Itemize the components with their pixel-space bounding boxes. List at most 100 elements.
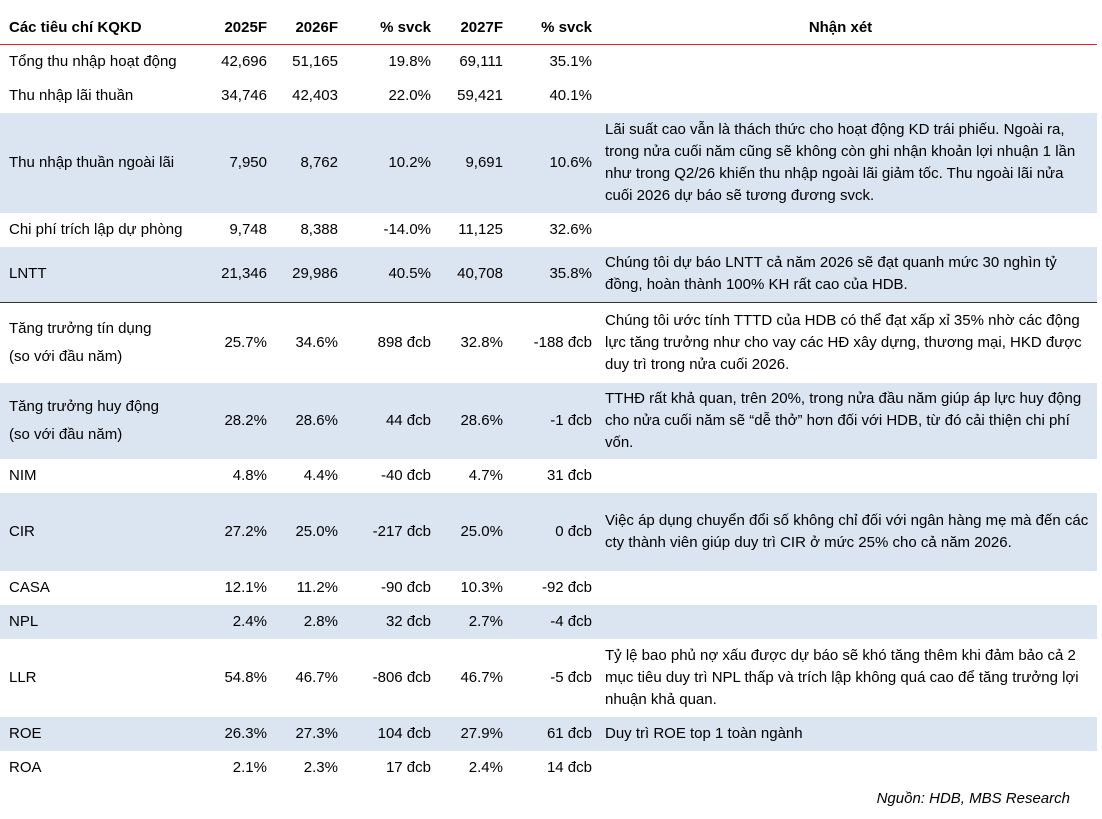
value-2026f: 25.0% xyxy=(267,492,338,571)
value-2025f: 26.3% xyxy=(205,716,267,751)
table-row: NIM 4.8% 4.4% -40 đcb 4.7% 31 đcb xyxy=(0,459,1097,493)
yoy-2026: 32 đcb xyxy=(338,604,431,639)
yoy-2026: 40.5% xyxy=(338,246,431,303)
table-row: CASA 12.1% 11.2% -90 đcb 10.3% -92 đcb xyxy=(0,571,1097,605)
yoy-2026: -40 đcb xyxy=(380,466,431,484)
table-row: ROA 2.1% 2.3% 17 đcb 2.4% 14 đcb xyxy=(0,751,1097,785)
value-2025f: 25.7% xyxy=(224,333,267,351)
value-2025f: 9,748 xyxy=(229,220,267,238)
value-2026f: 2.3% xyxy=(303,758,338,776)
header-yoy-2026: % svck xyxy=(338,10,431,45)
yoy-2026: -90 đcb xyxy=(380,578,431,596)
table-row: Chi phí trích lập dự phòng 9,748 8,388 -… xyxy=(0,213,1097,247)
row-label: Thu nhập lãi thuần xyxy=(9,86,134,104)
table-row: Tăng trưởng huy động (so với đầu năm) 28… xyxy=(0,382,1097,459)
value-2026f: 27.3% xyxy=(267,716,338,751)
comment xyxy=(592,213,1097,247)
value-2025f: 54.8% xyxy=(224,668,267,686)
row-label-line1: Tăng trưởng huy động xyxy=(9,397,159,415)
value-2027f: 9,691 xyxy=(431,112,503,213)
value-2027f: 10.3% xyxy=(460,578,503,596)
value-2025f: 21,346 xyxy=(205,246,267,303)
table-row: Thu nhập thuần ngoài lãi 7,950 8,762 10.… xyxy=(0,112,1097,213)
table-row: Thu nhập lãi thuần 34,746 42,403 22.0% 5… xyxy=(0,79,1097,113)
table-row: LLR 54.8% 46.7% -806 đcb 46.7% -5 đcb Tỷ… xyxy=(0,639,1097,717)
value-2025f: 42,696 xyxy=(221,52,267,70)
header-2027f: 2027F xyxy=(431,10,503,45)
value-2026f: 28.6% xyxy=(267,382,338,459)
comment xyxy=(592,604,1097,639)
value-2025f: 2.4% xyxy=(205,604,267,639)
table-row: ROE 26.3% 27.3% 104 đcb 27.9% 61 đcb Duy… xyxy=(0,716,1097,751)
value-2027f: 46.7% xyxy=(460,668,503,686)
value-2025f: 12.1% xyxy=(224,578,267,596)
row-label: Chi phí trích lập dự phòng xyxy=(9,220,183,238)
value-2026f: 46.7% xyxy=(295,668,338,686)
value-2025f: 27.2% xyxy=(205,492,267,571)
value-2026f: 8,762 xyxy=(267,112,338,213)
yoy-2026: -806 đcb xyxy=(372,668,431,686)
table-row: Tổng thu nhập hoạt động 42,696 51,165 19… xyxy=(0,45,1097,79)
yoy-2026: 19.8% xyxy=(388,52,431,70)
row-label: LLR xyxy=(9,668,37,686)
row-label: NPL xyxy=(0,604,205,639)
comment xyxy=(592,79,1097,113)
value-2027f: 25.0% xyxy=(431,492,503,571)
yoy-2027: -92 đcb xyxy=(541,578,592,596)
yoy-2027: -5 đcb xyxy=(550,668,592,686)
yoy-2026: 898 đcb xyxy=(377,333,431,351)
value-2026f: 29,986 xyxy=(267,246,338,303)
yoy-2027: 14 đcb xyxy=(546,758,592,776)
yoy-2026: 17 đcb xyxy=(385,758,431,776)
value-2027f: 59,421 xyxy=(457,86,503,104)
header-2026f: 2026F xyxy=(267,10,338,45)
header-criteria: Các tiêu chí KQKD xyxy=(0,10,205,45)
comment: Chúng tôi dự báo LNTT cả năm 2026 sẽ đạt… xyxy=(592,246,1097,303)
comment xyxy=(592,459,1097,493)
yoy-2026: 44 đcb xyxy=(338,382,431,459)
yoy-2026: 10.2% xyxy=(338,112,431,213)
header-comment: Nhận xét xyxy=(592,10,1097,45)
row-label: ROE xyxy=(0,716,205,751)
comment: Tỷ lệ bao phủ nợ xấu được dự báo sẽ khó … xyxy=(605,646,1079,708)
yoy-2027: -188 đcb xyxy=(533,333,592,351)
yoy-2027: 32.6% xyxy=(549,220,592,238)
row-label: NIM xyxy=(9,466,37,484)
comment: TTHĐ rất khả quan, trên 20%, trong nửa đ… xyxy=(592,382,1097,459)
header-row: Các tiêu chí KQKD 2025F 2026F % svck 202… xyxy=(0,10,1097,45)
row-label: Tăng trưởng tín dụng (so với đầu năm) xyxy=(0,303,205,383)
value-2027f: 2.4% xyxy=(468,758,503,776)
source-note: Nguồn: HDB, MBS Research xyxy=(876,790,1070,807)
yoy-2027: 35.8% xyxy=(503,246,592,303)
yoy-2027: 31 đcb xyxy=(546,466,592,484)
value-2025f: 34,746 xyxy=(221,86,267,104)
row-label: Tổng thu nhập hoạt động xyxy=(9,52,177,70)
row-label-line1: Tăng trưởng tín dụng xyxy=(9,319,152,337)
comment: Lãi suất cao vẫn là thách thức cho hoạt … xyxy=(592,112,1097,213)
value-2025f: 28.2% xyxy=(205,382,267,459)
row-label: ROA xyxy=(9,758,42,776)
value-2027f: 4.7% xyxy=(468,466,503,484)
comment: Duy trì ROE top 1 toàn ngành xyxy=(592,716,1097,751)
value-2026f: 2.8% xyxy=(267,604,338,639)
value-2026f: 34.6% xyxy=(295,333,338,351)
value-2025f: 4.8% xyxy=(232,466,267,484)
value-2027f: 28.6% xyxy=(431,382,503,459)
table-row: NPL 2.4% 2.8% 32 đcb 2.7% -4 đcb xyxy=(0,604,1097,639)
table-row: CIR 27.2% 25.0% -217 đcb 25.0% 0 đcb Việ… xyxy=(0,492,1097,571)
value-2025f: 7,950 xyxy=(205,112,267,213)
yoy-2027: 35.1% xyxy=(549,52,592,70)
table-row: LNTT 21,346 29,986 40.5% 40,708 35.8% Ch… xyxy=(0,246,1097,303)
row-label: CASA xyxy=(9,578,50,596)
value-2026f: 42,403 xyxy=(292,86,338,104)
comment xyxy=(592,45,1097,79)
yoy-2026: 22.0% xyxy=(388,86,431,104)
value-2027f: 69,111 xyxy=(459,52,503,70)
yoy-2027: 40.1% xyxy=(549,86,592,104)
row-label: Thu nhập thuần ngoài lãi xyxy=(0,112,205,213)
comment xyxy=(592,571,1097,605)
value-2026f: 4.4% xyxy=(303,466,338,484)
yoy-2027: -4 đcb xyxy=(503,604,592,639)
value-2026f: 51,165 xyxy=(292,52,338,70)
